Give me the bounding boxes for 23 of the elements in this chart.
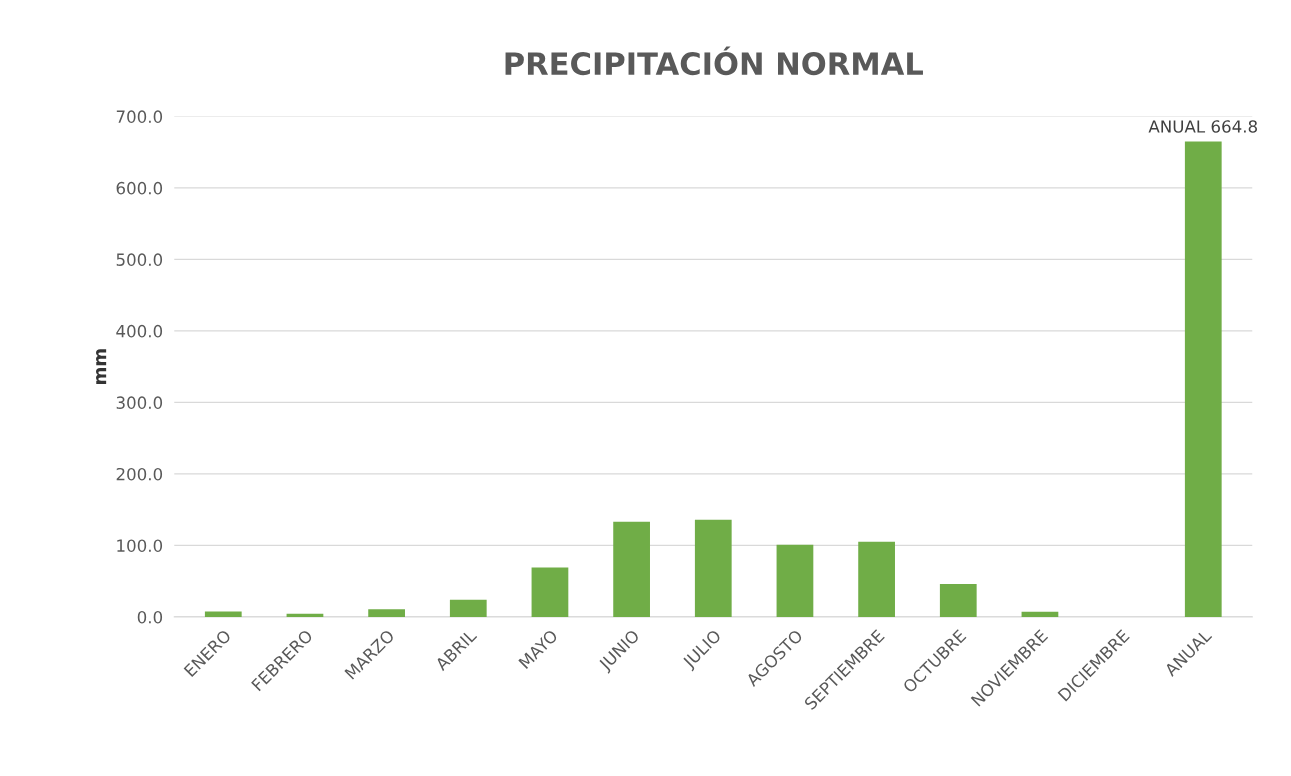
bar xyxy=(531,567,569,617)
bar xyxy=(613,521,650,617)
y-tick-label: 600.0 xyxy=(116,181,163,195)
y-tick-label: 300.0 xyxy=(116,396,163,409)
bar xyxy=(368,609,405,617)
bar xyxy=(939,584,977,617)
y-axis-title: mm xyxy=(96,349,107,384)
bar xyxy=(1021,611,1059,617)
y-tick-label: 0.0 xyxy=(137,610,163,624)
chart-title: PRECIPITACIÓN NORMAL xyxy=(505,46,923,76)
bar xyxy=(776,544,814,617)
bar xyxy=(286,613,324,617)
bar xyxy=(1184,141,1222,617)
y-tick-label: 200.0 xyxy=(116,467,163,481)
bar xyxy=(449,599,487,617)
y-tick-label: 700.0 xyxy=(116,110,163,123)
y-tick-label: 400.0 xyxy=(116,324,163,338)
y-tick-label: 500.0 xyxy=(116,253,163,266)
data-label: ANUAL 664.8 xyxy=(1148,120,1258,133)
bar xyxy=(694,519,732,617)
bar xyxy=(858,541,895,617)
y-tick-label: 100.0 xyxy=(117,539,163,552)
bar xyxy=(204,611,242,617)
